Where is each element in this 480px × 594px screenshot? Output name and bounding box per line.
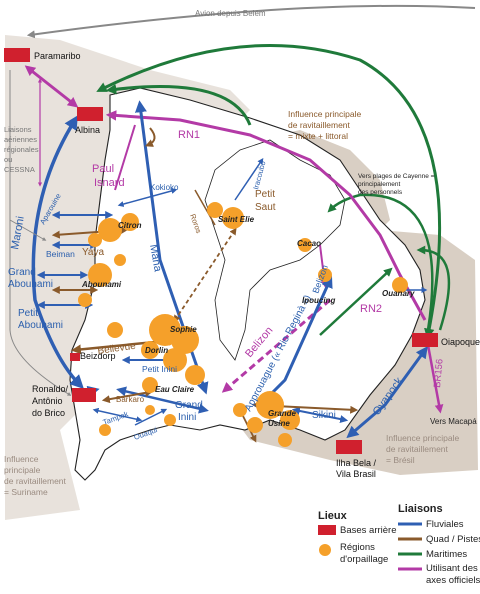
label-petit-saut-1: Petit (255, 189, 275, 200)
maritime-route-1 (96, 43, 442, 340)
label-sikini: Sikini (312, 410, 336, 421)
air-grey-2 (9, 219, 47, 241)
infl-bresil-1: Influence principale (386, 433, 460, 443)
label-kokioko: Kokioko (150, 183, 179, 192)
label-ilha-1: Ilha Bela / (336, 458, 377, 468)
river-iracoubo (234, 158, 264, 201)
label-bellevue: Bellevue (97, 341, 137, 357)
maritime-route-3 (416, 245, 451, 331)
label-grand-abounami-1: Grand (8, 267, 36, 278)
site-saint-elie: Saint Elie (218, 215, 255, 224)
legend-base-swatch (318, 525, 336, 535)
cayenne-note-1: Vers plages de Cayenne = (358, 173, 435, 180)
maritime-route-4 (105, 84, 252, 126)
air-grey-1 (9, 70, 72, 396)
infl-mixte-1: Influence principale (288, 109, 362, 119)
svg-text:Liaisons: Liaisons (4, 125, 32, 134)
legend-regions-2: d'orpaillage (340, 554, 388, 565)
label-barkaro: Barkaro (116, 395, 145, 404)
legend-orpaillage-swatch (319, 544, 331, 556)
svg-text:aériennes: aériennes (4, 135, 37, 144)
label-albina: Albina (75, 125, 100, 135)
label-paramaribo: Paramaribo (34, 51, 81, 61)
legend-lieux-title: Lieux (318, 510, 348, 522)
label-paul-1: Paul (92, 163, 114, 175)
legend-officiels-1: Utilisant des (426, 563, 478, 574)
legend-bases: Bases arrière (340, 525, 397, 536)
road-paul-isnard (114, 124, 136, 191)
site-citron: Citron (118, 221, 142, 230)
label-petit-abounami-2: Abounami (18, 320, 63, 331)
label-beiman: Beiman (46, 249, 75, 259)
label-oiapoque: Oiapoque (441, 337, 480, 347)
road-paramaribo (24, 65, 79, 108)
label-maroni: Maroni (9, 215, 27, 250)
label-rn1: RN1 (178, 129, 200, 141)
site-ipoucing: Ipoucing (302, 296, 335, 305)
infl-bresil-3: = Brésil (386, 455, 415, 465)
site-grande-usine-1: Grande (268, 409, 297, 418)
legend-fluviales: Fluviales (426, 519, 464, 530)
label-mana: Mana (147, 243, 164, 273)
river-tampok (92, 407, 143, 423)
svg-text:régionales: régionales (4, 145, 39, 154)
site-eau-claire: Eau Claire (155, 385, 195, 394)
site-ouanary: Ouanary (382, 289, 415, 298)
label-ronaldo-3: do Brico (32, 408, 65, 418)
river-oyapock (346, 346, 428, 439)
cayenne-note-3: des personnels (358, 189, 403, 196)
label-petit-abounami-1: Petit (18, 308, 38, 319)
legend-quad: Quad / Pistes (426, 534, 480, 545)
label-grand-inini-2: Inini (178, 412, 196, 423)
bases-arriere (4, 48, 438, 454)
legend-liaisons-title: Liaisons (398, 503, 443, 515)
road-br156 (426, 344, 444, 414)
cayenne-note-2: principalement (358, 181, 400, 188)
label-rn2: RN2 (360, 303, 382, 315)
label-beizdorp: Beizdorp (80, 351, 116, 361)
label-grand-inini-1: Grand (175, 400, 203, 411)
quad-barkaro (101, 388, 154, 404)
plane-label: Avion depuis Belém (195, 9, 266, 18)
infl-suriname-1: Influence (4, 454, 39, 464)
label-grand-abounami-2: Abounami (8, 279, 53, 290)
label-ronaldo-2: Antônio (32, 396, 63, 406)
legend-officiels-2: axes officiels (426, 575, 480, 586)
legend-regions-1: Régions (340, 542, 375, 553)
orpaillage-regions (78, 202, 408, 447)
air-links-label: Liaisons aériennes régionales ou CESSNA (4, 125, 39, 174)
site-grande-usine-2: Usine (268, 419, 290, 428)
infl-mixte-2: de ravitaillement (288, 120, 351, 130)
quad-roros (194, 189, 216, 226)
site-abounami: Abounami (81, 280, 122, 289)
label-br156: BR156 (432, 358, 445, 388)
legend: Lieux Liaisons Bases arrière Régions d'o… (318, 503, 480, 586)
infl-suriname-4: = Suriname (4, 487, 48, 497)
river-ouaqui (134, 408, 168, 426)
label-petit-saut-2: Saut (255, 202, 276, 213)
infl-suriname-2: principale (4, 465, 41, 475)
maritime-route-2 (327, 193, 434, 331)
infl-mixte-3: = mixte + littoral (288, 131, 348, 141)
river-maroni (31, 115, 84, 389)
label-ilha-2: Vila Brasil (336, 469, 376, 479)
svg-text:CESSNA: CESSNA (4, 165, 35, 174)
label-yaya: Yaya (82, 247, 104, 258)
svg-text:ou: ou (4, 155, 12, 164)
infl-suriname-3: de ravitaillement (4, 476, 67, 486)
plane-route (26, 4, 476, 39)
site-sophie: Sophie (170, 325, 197, 334)
label-petit-inini: Petit Inini (142, 364, 177, 374)
quad-albina-loop (145, 127, 156, 147)
site-dorlin: Dorlin (145, 346, 168, 355)
infl-bresil-2: de ravitaillement (386, 444, 449, 454)
label-vers-macapa: Vers Macapá (430, 417, 477, 426)
river-kokioko (117, 188, 178, 207)
label-ronaldo-1: Ronaldo/ (32, 384, 69, 394)
legend-maritimes: Maritimes (426, 549, 467, 560)
label-paul-2: Isnard (94, 177, 125, 189)
site-cacao: Cacao (297, 239, 321, 248)
